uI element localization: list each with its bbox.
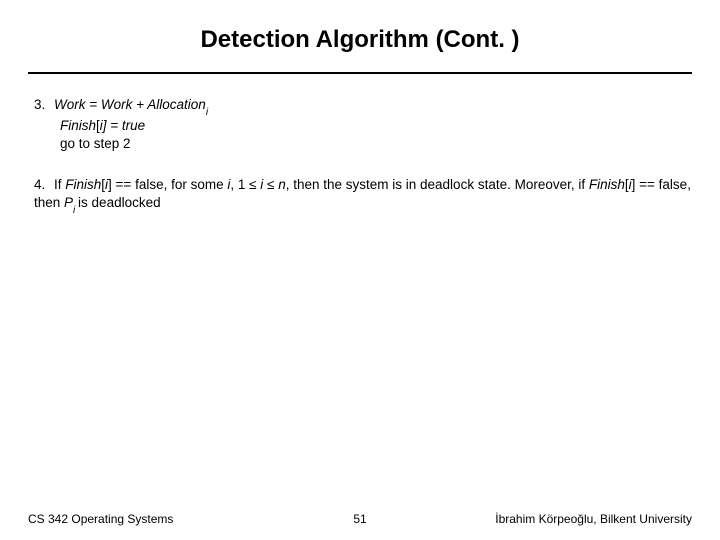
text: Finish	[589, 177, 625, 192]
slide-title: Detection Algorithm (Cont. )	[28, 26, 692, 54]
footer-right: İbrahim Körpeoğlu, Bilkent University	[495, 512, 692, 526]
text: , 1 ≤	[230, 177, 260, 192]
text: P	[64, 195, 73, 210]
step-3-line-1: 3.Work = Work + Allocationi	[34, 96, 692, 117]
text: true	[122, 118, 145, 133]
slide: Detection Algorithm (Cont. ) 3.Work = Wo…	[0, 0, 720, 540]
text: Work	[54, 97, 86, 112]
step-4-number: 4.	[34, 176, 54, 194]
step-3-number: 3.	[34, 96, 54, 114]
text: ] == false, for some	[108, 177, 227, 192]
text: Finish	[60, 118, 96, 133]
text: Finish	[65, 177, 101, 192]
text: , then the system is in deadlock state. …	[286, 177, 589, 192]
step-4: 4.If Finish[i] == false, for some i, 1 ≤…	[28, 176, 692, 215]
text: Work	[101, 97, 133, 112]
text: is deadlocked	[78, 195, 161, 210]
footer: CS 342 Operating Systems 51 İbrahim Körp…	[0, 512, 720, 526]
text: ] == false	[632, 177, 688, 192]
subscript-i: i	[206, 107, 208, 118]
step-3-line-2: Finish[i] = true	[34, 117, 692, 135]
step-3-line-3: go to step 2	[34, 135, 692, 153]
subscript-i: i	[73, 205, 78, 216]
text: n	[278, 177, 286, 192]
slide-body: 3.Work = Work + Allocationi Finish[i] = …	[28, 96, 692, 215]
footer-page-number: 51	[353, 512, 366, 526]
text: ] =	[103, 118, 122, 133]
text: +	[132, 97, 147, 112]
text: ≤	[263, 177, 278, 192]
footer-left: CS 342 Operating Systems	[28, 512, 173, 526]
step-3: 3.Work = Work + Allocationi Finish[i] = …	[28, 96, 692, 154]
title-divider	[28, 72, 692, 74]
text: Allocation	[147, 97, 206, 112]
text: If	[54, 177, 65, 192]
text: =	[86, 97, 101, 112]
